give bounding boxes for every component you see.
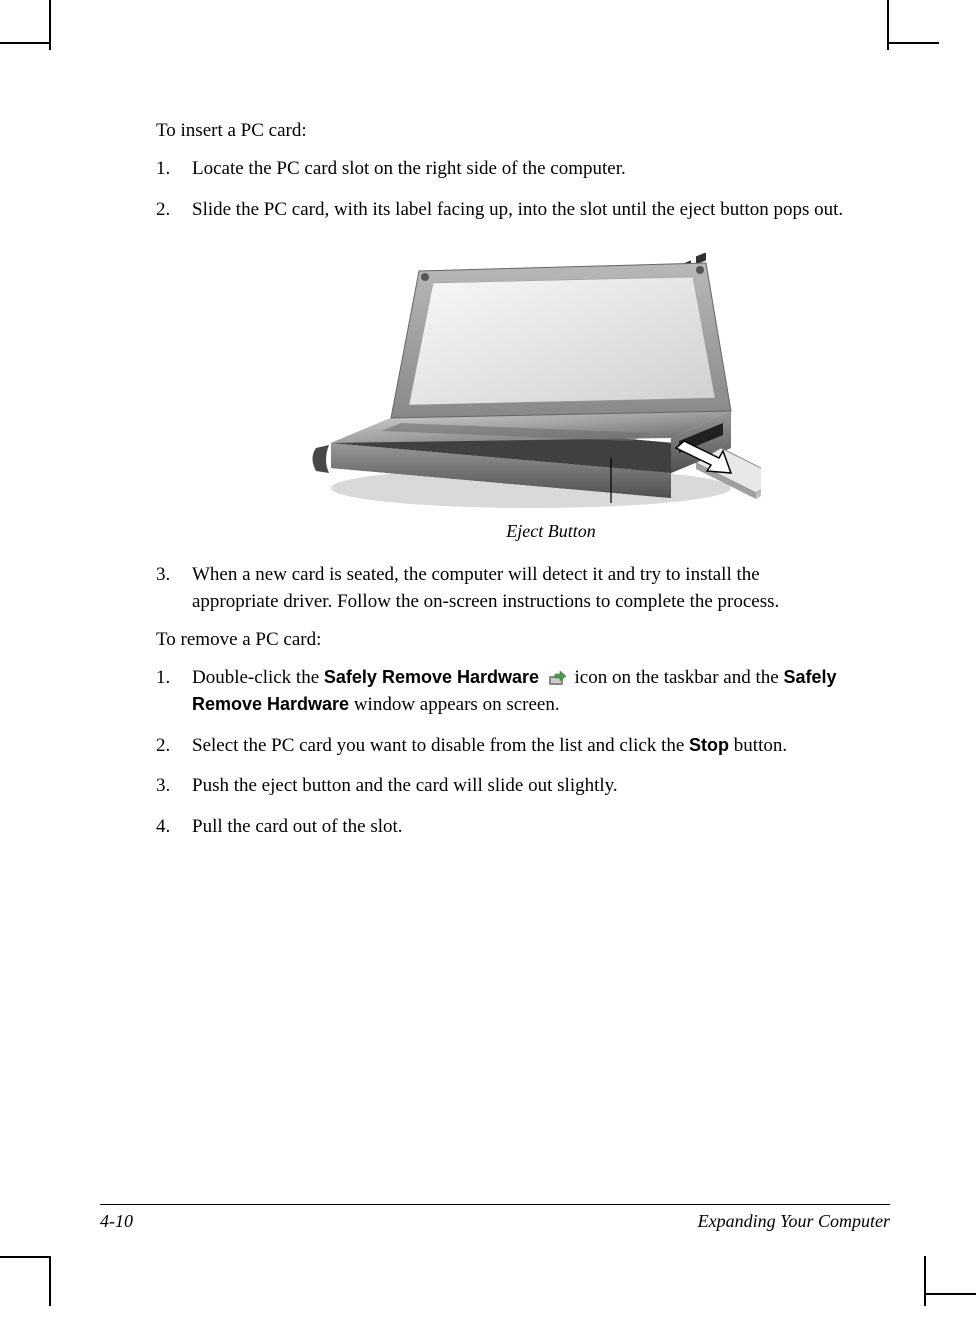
list-text: Locate the PC card slot on the right sid… — [192, 156, 846, 183]
list-text: Push the eject button and the card will … — [192, 773, 846, 800]
text-segment: icon on the taskbar and the — [570, 667, 784, 688]
list-text: Double-click the Safely Remove Hardware … — [192, 665, 846, 718]
crop-mark — [889, 42, 939, 44]
list-item: 2. Slide the PC card, with its label fac… — [156, 197, 846, 224]
list-number: 2. — [156, 197, 192, 224]
text-segment: Select the PC card you want to disable f… — [192, 735, 689, 756]
figure-caption: Eject Button — [466, 521, 595, 542]
list-number: 1. — [156, 665, 192, 718]
text-segment: window appears on screen. — [349, 694, 560, 715]
bold-label: Safely Remove Hardware — [324, 667, 539, 687]
crop-mark — [926, 1293, 976, 1295]
list-item: 3. Push the eject button and the card wi… — [156, 773, 846, 800]
intro-insert: To insert a PC card: — [156, 120, 846, 142]
list-item: 2. Select the PC card you want to disabl… — [156, 733, 846, 760]
bold-label: Stop — [689, 735, 729, 755]
crop-mark — [0, 42, 50, 44]
page-content: To insert a PC card: 1. Locate the PC ca… — [156, 120, 846, 854]
intro-remove: To remove a PC card: — [156, 629, 846, 651]
text-segment: Double-click the — [192, 667, 324, 688]
list-number: 3. — [156, 773, 192, 800]
list-item: 1. Locate the PC card slot on the right … — [156, 156, 846, 183]
crop-mark — [924, 1256, 926, 1306]
text-segment: button. — [729, 735, 787, 756]
page-number: 4-10 — [100, 1211, 133, 1232]
list-number: 1. — [156, 156, 192, 183]
crop-mark — [0, 1256, 50, 1258]
list-text: Pull the card out of the slot. — [192, 814, 846, 841]
figure-laptop: Eject Button — [156, 253, 846, 542]
list-text: Slide the PC card, with its label facing… — [192, 197, 846, 224]
crop-mark — [49, 1256, 51, 1306]
page-footer: 4-10 Expanding Your Computer — [100, 1204, 890, 1232]
list-item: 1. Double-click the Safely Remove Hardwa… — [156, 665, 846, 718]
list-number: 3. — [156, 562, 192, 615]
list-text: When a new card is seated, the computer … — [192, 562, 846, 615]
list-text: Select the PC card you want to disable f… — [192, 733, 846, 760]
chapter-title: Expanding Your Computer — [698, 1211, 890, 1232]
laptop-illustration — [301, 253, 761, 513]
list-item: 4. Pull the card out of the slot. — [156, 814, 846, 841]
list-number: 2. — [156, 733, 192, 760]
safely-remove-hardware-icon — [546, 668, 568, 690]
list-number: 4. — [156, 814, 192, 841]
list-item: 3. When a new card is seated, the comput… — [156, 562, 846, 615]
